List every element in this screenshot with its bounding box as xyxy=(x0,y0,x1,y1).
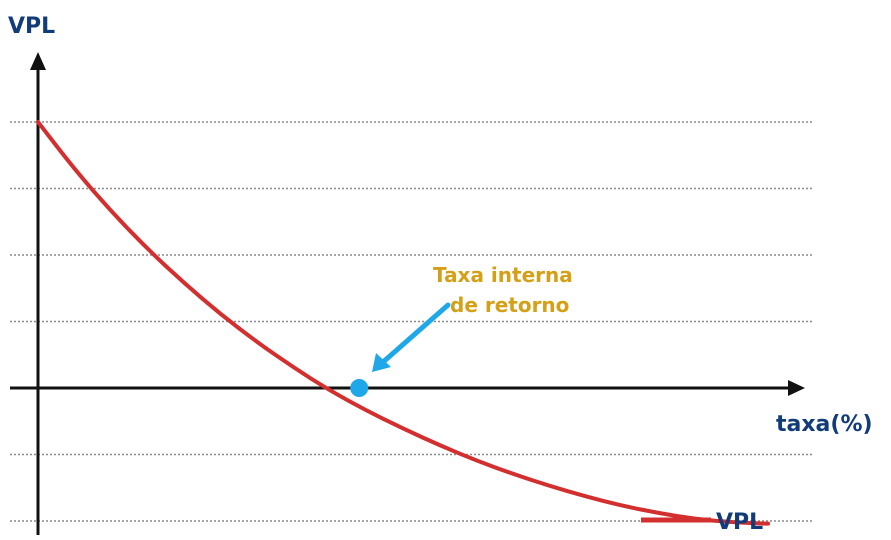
x-axis-arrowhead xyxy=(788,380,805,396)
y-axis-label: VPL xyxy=(8,14,55,39)
annotation-arrow xyxy=(379,302,451,366)
y-axis-arrowhead xyxy=(30,52,46,70)
annotation-arrowhead xyxy=(372,353,391,372)
grid-lines xyxy=(10,121,812,522)
series-layer xyxy=(36,120,770,526)
legend-label: VPL xyxy=(716,510,763,535)
irr-point xyxy=(350,379,369,397)
series-line-vpl xyxy=(36,120,770,526)
annotation-label-line1: Taxa interna xyxy=(433,263,573,287)
annotation-label-line2: de retorno xyxy=(450,293,569,317)
x-axis-label: taxa(%) xyxy=(776,412,873,437)
